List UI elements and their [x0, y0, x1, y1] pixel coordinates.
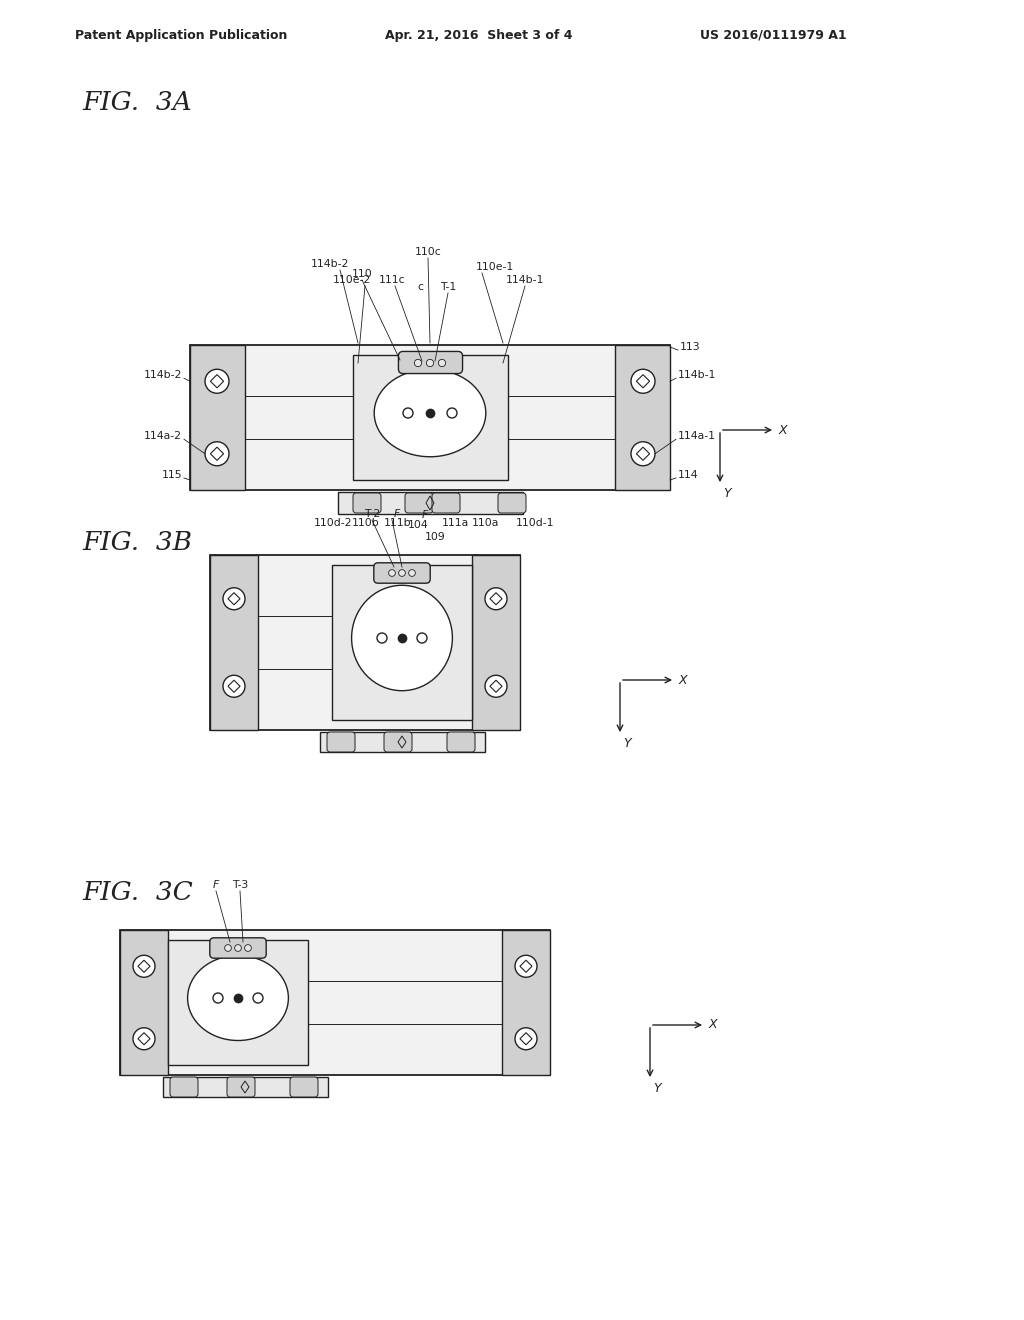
FancyBboxPatch shape	[170, 1077, 198, 1097]
Text: 110e-2: 110e-2	[333, 275, 371, 285]
Text: 114b-2: 114b-2	[143, 370, 182, 380]
Text: X: X	[779, 424, 787, 437]
Circle shape	[133, 956, 155, 977]
Circle shape	[377, 634, 387, 643]
FancyBboxPatch shape	[406, 492, 433, 513]
Bar	[120, 931, 550, 1074]
Text: 114: 114	[678, 470, 698, 480]
Text: 114a-1: 114a-1	[678, 432, 716, 441]
Bar	[190, 345, 670, 490]
Text: c: c	[417, 282, 423, 292]
FancyBboxPatch shape	[353, 492, 381, 513]
Circle shape	[223, 587, 245, 610]
Circle shape	[205, 442, 229, 466]
Text: 114b-1: 114b-1	[506, 275, 544, 285]
Circle shape	[403, 408, 413, 418]
Text: 114b-2: 114b-2	[311, 259, 349, 269]
Text: T-2: T-2	[364, 510, 380, 519]
Text: 115: 115	[162, 470, 182, 480]
Text: 104: 104	[408, 520, 428, 531]
Text: 110: 110	[351, 269, 373, 279]
Text: 111b: 111b	[384, 517, 412, 528]
FancyBboxPatch shape	[374, 562, 430, 583]
Circle shape	[253, 993, 263, 1003]
FancyBboxPatch shape	[398, 351, 463, 374]
Bar	[168, 940, 308, 1065]
Text: FIG.  3C: FIG. 3C	[82, 880, 193, 906]
Text: FIG.  3B: FIG. 3B	[82, 531, 193, 554]
Text: 114a-2: 114a-2	[144, 432, 182, 441]
Circle shape	[447, 408, 457, 418]
Bar	[332, 565, 472, 719]
Bar	[615, 345, 670, 490]
Text: Y: Y	[723, 487, 731, 500]
Bar	[120, 931, 168, 1074]
Text: 111c: 111c	[379, 275, 406, 285]
Text: 114b-1: 114b-1	[678, 370, 717, 380]
Circle shape	[224, 945, 231, 952]
Text: 109: 109	[425, 532, 445, 543]
Text: Y: Y	[653, 1082, 660, 1096]
Bar	[319, 733, 485, 752]
Text: 113: 113	[680, 342, 700, 352]
Circle shape	[213, 993, 223, 1003]
Text: F: F	[213, 880, 219, 890]
FancyBboxPatch shape	[447, 733, 475, 752]
Circle shape	[426, 359, 433, 367]
Circle shape	[223, 676, 245, 697]
Circle shape	[631, 442, 655, 466]
Circle shape	[409, 570, 416, 577]
Text: Apr. 21, 2016  Sheet 3 of 4: Apr. 21, 2016 Sheet 3 of 4	[385, 29, 572, 41]
Circle shape	[515, 1028, 537, 1049]
Bar	[338, 492, 523, 513]
Text: F: F	[422, 510, 428, 520]
Circle shape	[515, 956, 537, 977]
Text: 110e-1: 110e-1	[476, 261, 514, 272]
Text: T-3: T-3	[231, 880, 248, 890]
Text: 110d-1: 110d-1	[516, 517, 554, 528]
Text: T-1: T-1	[440, 282, 456, 292]
FancyBboxPatch shape	[432, 492, 460, 513]
Text: Y: Y	[623, 737, 631, 750]
Bar	[502, 931, 550, 1074]
Text: US 2016/0111979 A1: US 2016/0111979 A1	[700, 29, 847, 41]
FancyBboxPatch shape	[498, 492, 526, 513]
Circle shape	[485, 676, 507, 697]
Ellipse shape	[374, 370, 485, 457]
Text: 110d-2: 110d-2	[313, 517, 352, 528]
Bar	[210, 554, 258, 730]
FancyBboxPatch shape	[327, 733, 355, 752]
Circle shape	[485, 587, 507, 610]
Circle shape	[245, 945, 251, 952]
FancyBboxPatch shape	[290, 1077, 318, 1097]
Circle shape	[133, 1028, 155, 1049]
Text: 110c: 110c	[415, 247, 441, 257]
Text: F: F	[394, 510, 400, 519]
Text: 110a: 110a	[471, 517, 499, 528]
Ellipse shape	[187, 956, 289, 1040]
Circle shape	[415, 359, 422, 367]
Circle shape	[631, 370, 655, 393]
Text: 111a: 111a	[441, 517, 469, 528]
Bar	[353, 355, 508, 480]
Text: X: X	[679, 673, 688, 686]
Ellipse shape	[351, 585, 453, 690]
Text: 110b: 110b	[352, 517, 380, 528]
Bar	[472, 554, 520, 730]
Circle shape	[234, 945, 242, 952]
FancyBboxPatch shape	[384, 733, 412, 752]
Circle shape	[398, 570, 406, 577]
Text: FIG.  3A: FIG. 3A	[82, 90, 191, 115]
Circle shape	[205, 370, 229, 393]
Text: X: X	[709, 1019, 718, 1031]
Circle shape	[438, 359, 445, 367]
Text: Patent Application Publication: Patent Application Publication	[75, 29, 288, 41]
FancyBboxPatch shape	[210, 937, 266, 958]
Circle shape	[389, 570, 395, 577]
Bar	[210, 554, 520, 730]
FancyBboxPatch shape	[227, 1077, 255, 1097]
Bar	[190, 345, 245, 490]
Circle shape	[417, 634, 427, 643]
Bar	[163, 1077, 328, 1097]
